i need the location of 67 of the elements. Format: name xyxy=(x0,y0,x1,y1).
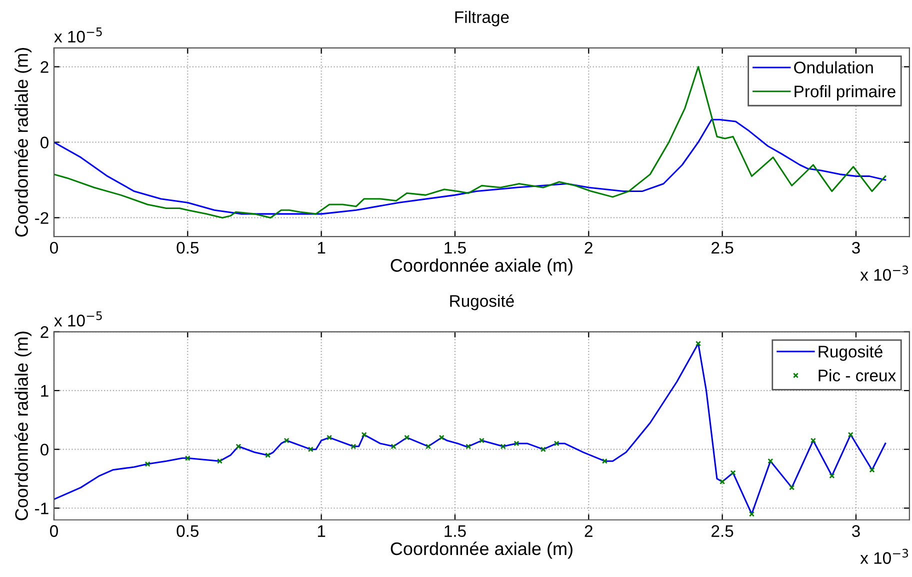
legend-label: Ondulation xyxy=(794,61,873,74)
point xyxy=(514,440,520,446)
x-tick-label: 3 xyxy=(852,242,860,254)
point xyxy=(695,340,702,346)
x-axis-title: Coordonnée axiale (m) xyxy=(390,542,572,559)
y-tick-label: 2 xyxy=(40,61,48,73)
point xyxy=(848,432,854,438)
point xyxy=(438,434,444,440)
point xyxy=(390,444,396,450)
x-tick-label: 2.5 xyxy=(712,525,734,537)
line-series xyxy=(54,118,886,215)
point xyxy=(425,444,432,450)
point xyxy=(466,444,472,450)
point xyxy=(236,444,242,450)
x-tick-label: 1 xyxy=(318,525,326,537)
point xyxy=(308,446,314,452)
chart-title: Filtrage xyxy=(455,10,509,26)
x-tick-label: 2 xyxy=(584,242,592,254)
point xyxy=(748,511,754,517)
point xyxy=(404,434,410,440)
point xyxy=(768,458,774,464)
y-tick-label: -2 xyxy=(35,212,48,224)
point xyxy=(730,470,736,476)
text: x 10$^{−3}$ xyxy=(860,548,908,564)
point xyxy=(720,478,726,484)
y-tick-label: 0 xyxy=(40,136,48,148)
legend-label: Profil primaire xyxy=(794,85,896,101)
point xyxy=(350,444,356,450)
x-tick-label: 2 xyxy=(584,525,592,537)
x-tick-label: 1 xyxy=(318,242,326,254)
point xyxy=(540,446,546,452)
x-axis-title: Coordonnée axiale (m) xyxy=(390,258,572,276)
point xyxy=(829,473,835,479)
point xyxy=(500,444,506,450)
point xyxy=(554,440,560,446)
point xyxy=(361,432,367,438)
point xyxy=(869,467,875,473)
text: x 10$^{−5}$ xyxy=(54,311,102,326)
x-tick-label: 0.5 xyxy=(176,525,199,537)
x-tick-label: 0.5 xyxy=(176,242,199,254)
text: x 10$^{−3}$ xyxy=(860,266,908,281)
point xyxy=(216,458,223,464)
chart-title: Rugosité xyxy=(450,294,514,310)
legend-label: Pic - creux xyxy=(818,369,896,382)
x-tick-label: 3 xyxy=(852,525,860,537)
y-tick-label: 2 xyxy=(40,326,48,338)
x-tick-label: 0 xyxy=(50,242,58,254)
point xyxy=(184,455,190,461)
point xyxy=(144,461,150,467)
text: x 10$^{−5}$ xyxy=(54,28,102,43)
y-tick-label: 1 xyxy=(41,385,48,397)
point xyxy=(326,434,332,440)
x-tick-label: 1.5 xyxy=(444,242,466,254)
x-tick-label: 2.5 xyxy=(712,242,734,254)
legend-label: Rugosité xyxy=(818,345,882,361)
point xyxy=(810,438,816,444)
y-tick-label: 0 xyxy=(40,444,48,456)
x-tick-label: 0 xyxy=(50,525,58,537)
x-tick-label: 1.5 xyxy=(444,525,466,537)
point xyxy=(789,484,795,490)
y-axis-title: Coordonnée radiale (m) xyxy=(14,332,32,520)
point xyxy=(265,452,271,458)
y-axis-title: Coordonnée radiale (m) xyxy=(14,48,32,237)
point xyxy=(602,458,608,464)
point xyxy=(478,438,484,444)
y-tick-label: -1 xyxy=(35,502,48,514)
point xyxy=(284,438,290,444)
